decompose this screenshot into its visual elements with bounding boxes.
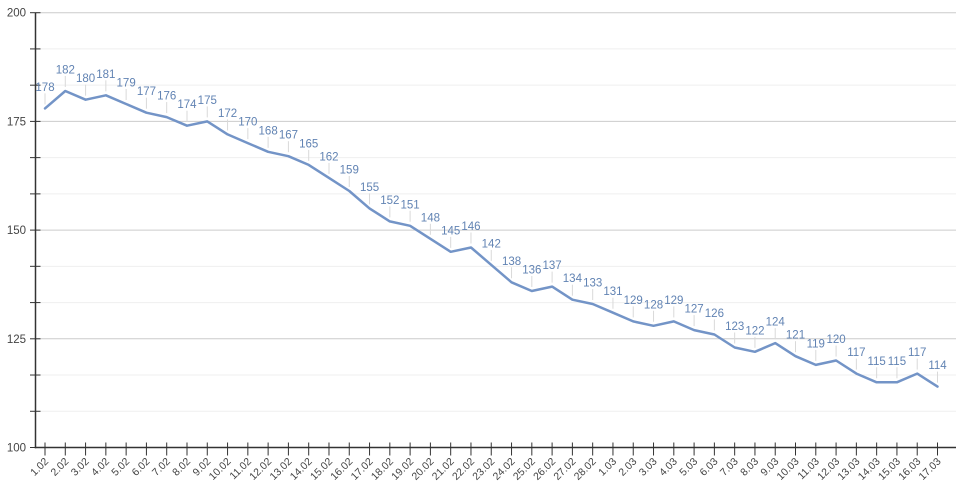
data-point-label: 146 — [461, 221, 480, 233]
data-point-label: 120 — [826, 334, 845, 346]
x-axis-label: 13.03 — [835, 456, 862, 483]
data-point-label: 129 — [624, 295, 643, 307]
data-point-label: 170 — [238, 117, 257, 129]
data-point-label: 176 — [157, 91, 176, 103]
data-point-label: 117 — [847, 347, 865, 359]
x-axis-label: 12.03 — [815, 456, 842, 483]
x-axis-label: 27.02 — [551, 456, 578, 483]
x-axis-label: 10.02 — [207, 456, 234, 483]
data-point-label: 175 — [198, 95, 217, 107]
data-point-label: 122 — [745, 325, 764, 337]
data-point-label: 124 — [766, 317, 786, 329]
data-point-label: 168 — [259, 125, 278, 137]
data-point-label: 131 — [603, 286, 622, 298]
x-axis-label: 16.02 — [328, 456, 355, 483]
data-point-label: 152 — [380, 195, 399, 207]
x-axis-label: 20.02 — [409, 456, 436, 483]
x-axis-label: 17.02 — [349, 456, 376, 483]
x-axis-label: 19.02 — [389, 456, 416, 483]
data-point-label: 133 — [583, 278, 602, 290]
data-point-label: 159 — [340, 164, 359, 176]
x-axis-label: 3.03 — [637, 456, 660, 479]
data-point-label: 136 — [522, 264, 541, 276]
x-axis-label: 28.02 — [572, 456, 599, 483]
data-point-label: 121 — [786, 330, 805, 342]
x-axis-label: 12.02 — [247, 456, 274, 483]
x-axis-label: 1.03 — [596, 456, 619, 479]
x-axis-label: 16.03 — [896, 456, 923, 483]
data-point-label: 127 — [684, 304, 703, 316]
x-axis-label: 8.03 — [738, 456, 761, 479]
data-point-label: 128 — [644, 299, 663, 311]
data-point-label: 123 — [725, 321, 744, 333]
y-axis-label: 175 — [7, 116, 26, 128]
data-point-label: 178 — [35, 82, 54, 94]
data-point-label: 129 — [664, 295, 683, 307]
data-point-label: 155 — [360, 182, 379, 194]
x-axis-label: 2.03 — [616, 456, 639, 479]
x-axis-label: 13.02 — [267, 456, 294, 483]
y-axis-label: 100 — [7, 443, 26, 455]
x-axis-label: 6.03 — [698, 456, 721, 479]
series-line — [43, 89, 939, 388]
data-point-label: 115 — [888, 356, 906, 368]
data-point-label: 115 — [867, 356, 885, 368]
data-point-label: 182 — [56, 64, 75, 76]
data-point-label: 172 — [218, 108, 237, 120]
x-axis-label: 15.03 — [876, 456, 903, 483]
data-point-label: 167 — [279, 130, 298, 142]
x-axis-label: 6.02 — [130, 456, 153, 479]
x-axis-label: 2.02 — [48, 456, 71, 479]
x-axis-label: 3.02 — [69, 456, 92, 479]
data-point-label: 174 — [177, 99, 197, 111]
x-axis-label: 24.02 — [491, 456, 518, 483]
data-point-label: 162 — [319, 151, 338, 163]
x-axis-label: 22.02 — [450, 456, 477, 483]
data-point-label: 179 — [117, 78, 136, 90]
data-point-label: 180 — [76, 73, 95, 85]
data-point-label: 126 — [705, 308, 724, 320]
x-axis-label: 14.02 — [288, 456, 315, 483]
x-axis-label: 23.02 — [470, 456, 497, 483]
data-point-label: 181 — [96, 69, 115, 81]
x-axis-label: 4.03 — [657, 456, 680, 479]
data-point-label: 142 — [482, 238, 501, 250]
x-axis-label: 7.02 — [150, 456, 173, 479]
x-axis-label: 25.02 — [511, 456, 538, 483]
data-point-label: 114 — [928, 360, 947, 372]
data-point-label: 119 — [807, 338, 825, 350]
data-point-label: 151 — [401, 199, 420, 211]
data-point-label: 138 — [502, 256, 521, 268]
y-axis-label: 200 — [7, 8, 26, 20]
x-axis-label: 14.03 — [856, 456, 883, 483]
data-point-label: 165 — [299, 138, 318, 150]
data-point-label: 137 — [543, 260, 562, 272]
data-point-label: 117 — [908, 347, 926, 359]
x-axis-label: 8.02 — [170, 456, 193, 479]
data-point-label: 177 — [137, 86, 156, 98]
x-axis-label: 7.03 — [718, 456, 741, 479]
x-axis-label: 17.03 — [917, 456, 944, 483]
data-point-label: 145 — [441, 225, 460, 237]
y-axis-label: 150 — [7, 225, 26, 237]
x-axis-label: 10.03 — [775, 456, 802, 483]
x-axis-label: 15.02 — [308, 456, 335, 483]
data-point-label: 148 — [421, 212, 440, 224]
data-point-label: 134 — [563, 273, 583, 285]
y-axis-label: 125 — [7, 334, 26, 346]
x-axis-label: 18.02 — [369, 456, 396, 483]
x-axis-label: 4.02 — [89, 456, 112, 479]
x-axis-label: 26.02 — [531, 456, 558, 483]
x-axis-label: 5.02 — [109, 456, 132, 479]
x-axis-label: 21.02 — [430, 456, 457, 483]
x-axis-label: 5.03 — [677, 456, 700, 479]
x-axis-label: 1.02 — [28, 456, 51, 479]
